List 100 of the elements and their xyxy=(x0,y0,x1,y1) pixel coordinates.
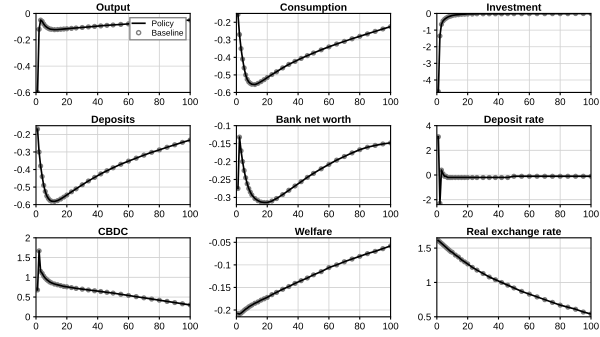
x-tick-label: 100 xyxy=(383,322,398,330)
legend-label: Baseline xyxy=(152,30,184,36)
x-tick-label: 20 xyxy=(462,98,473,106)
y-tick-label: -0.2 xyxy=(214,306,230,314)
x-tick-label: 0 xyxy=(434,210,440,218)
y-tick-label: -3 xyxy=(423,60,431,67)
y-tick-label: -0.25 xyxy=(209,176,230,184)
chart-title: Output xyxy=(96,3,130,13)
x-tick-label: 80 xyxy=(555,98,566,106)
x-tick-label: 0 xyxy=(34,322,38,330)
x-tick-label: 0 xyxy=(434,98,440,106)
x-tick-label: 40 xyxy=(92,98,103,106)
y-tick-label: 1.5 xyxy=(418,244,431,252)
x-tick-label: 80 xyxy=(354,210,365,218)
y-tick-label: -0.3 xyxy=(14,148,30,156)
x-tick-label: 100 xyxy=(383,210,398,218)
y-tick-label: -0.6 xyxy=(14,89,30,96)
y-tick-label: 0 xyxy=(25,314,30,320)
y-tick-label: 0 xyxy=(426,10,431,18)
x-tick-label: 60 xyxy=(524,210,534,218)
chart-title: Real exchange rate xyxy=(467,227,562,238)
x-tick-label: 80 xyxy=(154,210,164,218)
y-tick-label: -0.15 xyxy=(209,140,230,148)
y-tick-label: -0.5 xyxy=(14,184,30,191)
x-tick-label: 20 xyxy=(262,322,272,330)
y-tick-label: 1.5 xyxy=(18,254,30,262)
x-tick-label: 60 xyxy=(124,322,134,330)
y-tick-label: 0.5 xyxy=(418,314,431,320)
y-tick-label: 0.5 xyxy=(17,294,30,301)
x-tick-label: 40 xyxy=(92,322,103,330)
x-tick-label: 100 xyxy=(383,98,398,106)
y-tick-label: -1 xyxy=(423,26,431,34)
y-tick-label: -0.2 xyxy=(214,18,230,26)
x-tick-label: 100 xyxy=(584,322,599,330)
x-tick-label: 60 xyxy=(324,210,334,218)
y-tick-label: -2 xyxy=(423,43,431,50)
x-tick-label: 20 xyxy=(262,98,272,106)
y-tick-label: -4 xyxy=(423,76,431,84)
y-tick-label: -0.4 xyxy=(14,62,30,70)
y-tick-label: -0.6 xyxy=(214,89,230,96)
x-tick-label: 20 xyxy=(262,210,272,218)
legend-label: Policy xyxy=(152,20,174,28)
y-tick-label: -2 xyxy=(423,196,431,204)
chart-title: Deposits xyxy=(92,115,135,126)
x-tick-label: 40 xyxy=(493,322,504,330)
x-tick-label: 80 xyxy=(354,98,365,106)
chart-title: Welfare xyxy=(294,227,332,236)
y-tick-label: 1 xyxy=(426,279,431,286)
chart-title: Investment xyxy=(487,4,542,11)
y-tick-label: -0.4 xyxy=(14,166,30,174)
x-tick-label: 40 xyxy=(493,210,504,218)
x-tick-label: 0 xyxy=(234,98,239,106)
y-tick-label: -0.1 xyxy=(214,122,230,130)
x-tick-label: 20 xyxy=(462,322,473,330)
y-tick-label: 4 xyxy=(426,122,431,130)
y-tick-label: -0.05 xyxy=(209,239,230,246)
x-tick-label: 60 xyxy=(124,98,134,106)
x-tick-label: 60 xyxy=(524,98,534,106)
x-tick-label: 0 xyxy=(234,322,239,330)
chart-title: Consumption xyxy=(280,3,346,13)
x-tick-label: 20 xyxy=(462,210,473,218)
y-tick-label: -0.2 xyxy=(14,36,30,44)
x-tick-label: 0 xyxy=(434,322,440,330)
x-tick-label: 0 xyxy=(34,98,38,106)
x-tick-label: 60 xyxy=(324,98,334,106)
y-tick-label: -0.2 xyxy=(14,131,30,138)
y-tick-label: -0.6 xyxy=(14,201,30,208)
y-tick-label: 0 xyxy=(25,10,30,18)
y-tick-label: -0.15 xyxy=(209,284,230,292)
x-tick-label: 40 xyxy=(493,98,504,106)
y-tick-label: -0.5 xyxy=(214,72,230,79)
y-tick-label: -0.2 xyxy=(214,158,230,166)
x-tick-label: 40 xyxy=(92,210,103,218)
x-tick-label: 60 xyxy=(124,210,134,218)
x-tick-label: 40 xyxy=(292,322,304,330)
x-tick-label: 80 xyxy=(154,322,164,330)
x-tick-label: 100 xyxy=(182,322,198,330)
chart-title: Deposit rate xyxy=(484,115,544,126)
y-tick-label: -0.3 xyxy=(214,194,230,202)
y-tick-label: 1 xyxy=(26,274,30,281)
x-tick-label: 60 xyxy=(324,322,334,330)
x-tick-label: 20 xyxy=(62,210,72,218)
x-tick-label: 100 xyxy=(182,98,198,106)
x-tick-label: 80 xyxy=(354,322,365,330)
x-tick-label: 60 xyxy=(524,322,534,330)
y-tick-label: -0.1 xyxy=(214,262,230,268)
x-tick-label: 80 xyxy=(154,98,164,106)
y-tick-label: -0.3 xyxy=(214,36,230,44)
chart-title: CBDC xyxy=(98,228,128,236)
y-tick-label: 0 xyxy=(426,172,431,179)
y-tick-label: 2 xyxy=(26,234,30,242)
x-tick-label: 20 xyxy=(62,98,72,106)
y-tick-label: -0.4 xyxy=(214,54,231,61)
y-tick-label: 2 xyxy=(426,147,431,154)
x-tick-label: 80 xyxy=(555,210,566,218)
x-tick-label: 0 xyxy=(34,210,38,218)
x-tick-label: 100 xyxy=(584,98,599,106)
x-tick-label: 100 xyxy=(182,210,198,218)
x-tick-label: 40 xyxy=(292,98,304,106)
x-tick-label: 0 xyxy=(234,210,239,218)
